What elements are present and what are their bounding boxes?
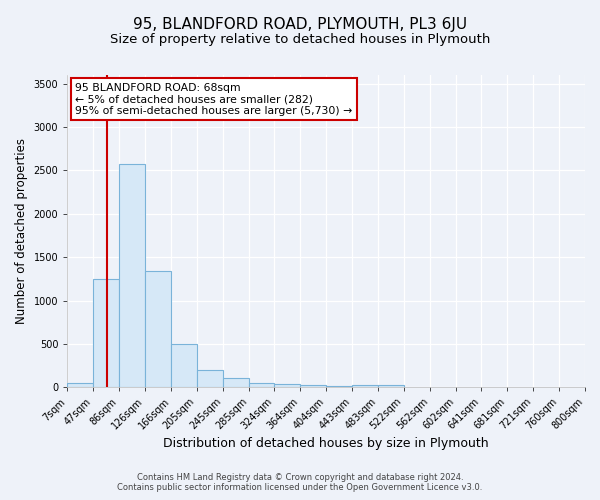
X-axis label: Distribution of detached houses by size in Plymouth: Distribution of detached houses by size …: [163, 437, 489, 450]
Bar: [352, 385, 378, 388]
Bar: [94, 279, 119, 388]
Bar: [378, 385, 404, 388]
Bar: [223, 378, 249, 388]
Bar: [145, 271, 171, 388]
Bar: [197, 370, 223, 388]
Bar: [67, 383, 94, 388]
Bar: [326, 386, 352, 388]
Y-axis label: Number of detached properties: Number of detached properties: [15, 138, 28, 324]
Text: 95 BLANDFORD ROAD: 68sqm
← 5% of detached houses are smaller (282)
95% of semi-d: 95 BLANDFORD ROAD: 68sqm ← 5% of detache…: [75, 83, 352, 116]
Bar: [119, 164, 145, 388]
Bar: [301, 385, 326, 388]
Text: Contains HM Land Registry data © Crown copyright and database right 2024.
Contai: Contains HM Land Registry data © Crown c…: [118, 473, 482, 492]
Bar: [274, 384, 301, 388]
Text: Size of property relative to detached houses in Plymouth: Size of property relative to detached ho…: [110, 32, 490, 46]
Bar: [171, 344, 197, 388]
Bar: [249, 383, 274, 388]
Text: 95, BLANDFORD ROAD, PLYMOUTH, PL3 6JU: 95, BLANDFORD ROAD, PLYMOUTH, PL3 6JU: [133, 18, 467, 32]
